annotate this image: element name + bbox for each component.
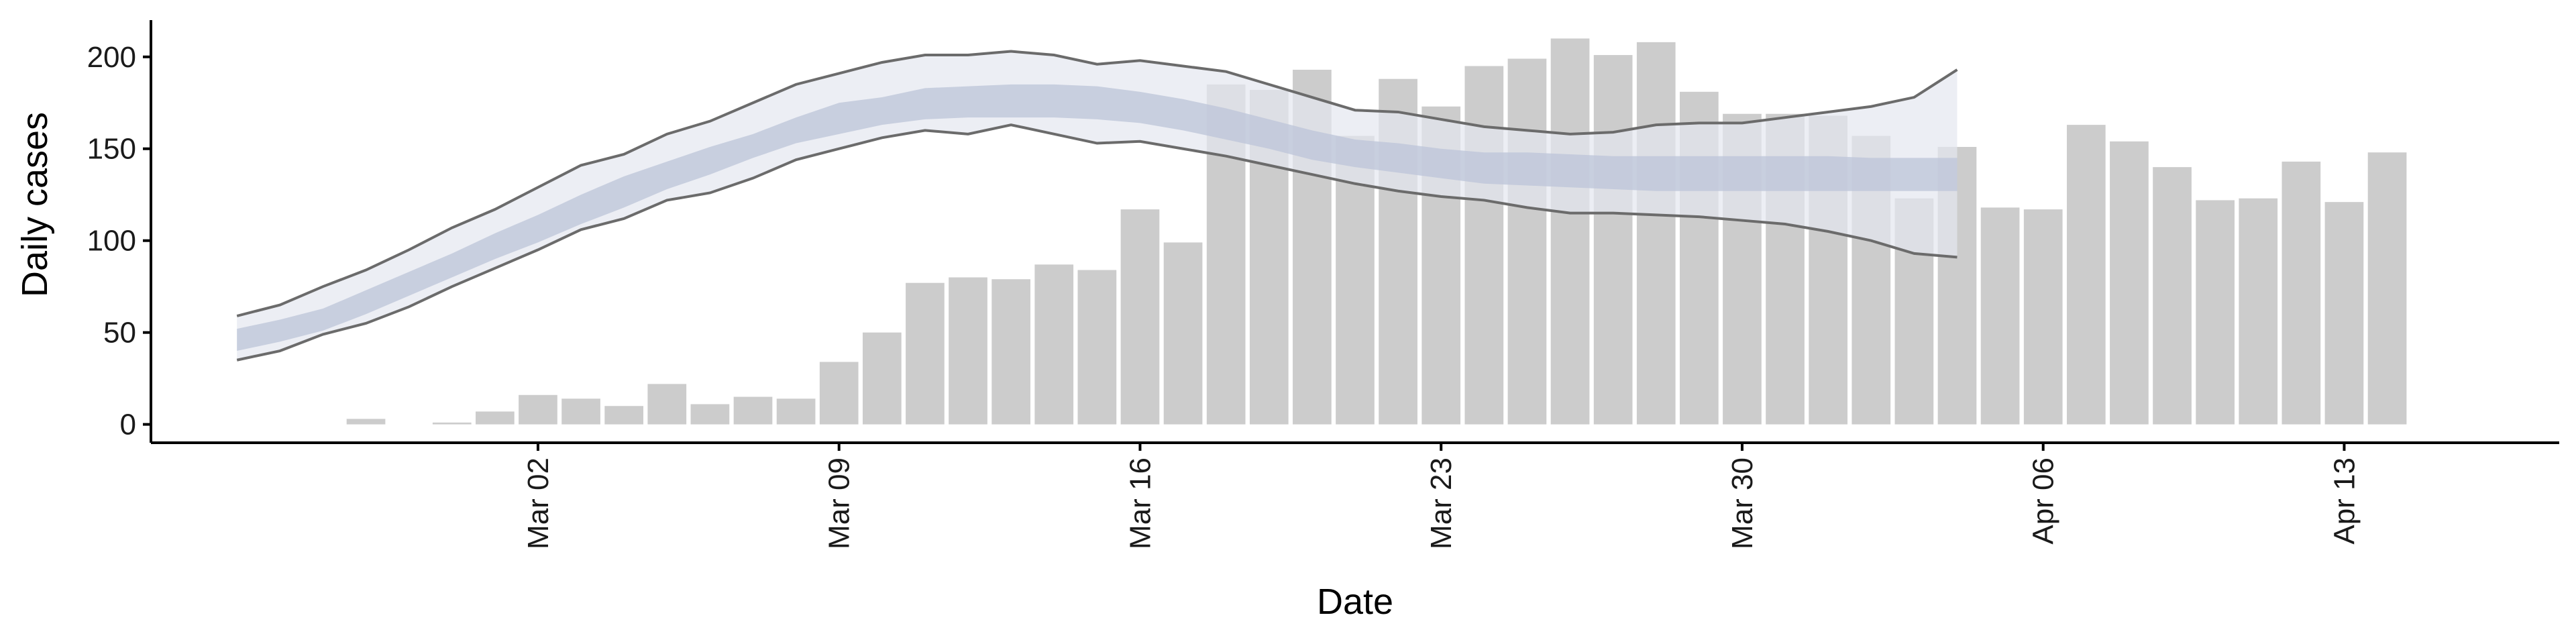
y-tick-label-0: 0 <box>120 409 136 441</box>
bar-2020-03-06 <box>690 404 730 425</box>
bar-2020-03-07 <box>733 396 773 425</box>
bar-2020-03-14 <box>1034 264 1074 425</box>
x-tick-label-2020-03-30: Mar 30 <box>1726 458 1759 549</box>
bar-2020-03-09 <box>819 362 859 425</box>
y-axis-title: Daily cases <box>15 112 55 297</box>
bar-2020-04-12 <box>2282 161 2321 425</box>
bar-2020-03-16 <box>1120 209 1160 425</box>
x-tick-label-2020-03-23: Mar 23 <box>1425 458 1458 549</box>
bar-2020-03-27 <box>1593 55 1633 425</box>
bar-2020-04-13 <box>2324 202 2364 425</box>
x-tick-label-2020-03-02: Mar 02 <box>522 458 555 549</box>
bar-2020-03-13 <box>991 279 1030 425</box>
bar-2020-03-15 <box>1077 270 1117 425</box>
axes-layer: 0 50 100 150 200 Mar 02 Mar 09 Mar 16 Mar 23 Mar … <box>87 20 2559 549</box>
bar-2020-04-08 <box>2110 141 2149 425</box>
bar-2020-04-06 <box>2023 209 2063 425</box>
bar-2020-04-07 <box>2066 125 2106 425</box>
y-tick-label-200: 200 <box>87 41 136 74</box>
bar-2020-03-05 <box>647 384 687 425</box>
bar-2020-04-14 <box>2367 152 2407 425</box>
bar-2020-03-03 <box>561 398 600 425</box>
bar-2020-03-11 <box>906 282 945 425</box>
bars-layer <box>346 38 2407 425</box>
bar-2020-02-29 <box>432 422 472 425</box>
bar-2020-03-28 <box>1636 42 1676 425</box>
bar-2020-03-24 <box>1464 66 1504 425</box>
bar-2020-03-12 <box>949 277 987 425</box>
x-axis-title: Date <box>1317 582 1393 622</box>
lower-bound-line <box>236 123 1957 362</box>
x-tick-label-2020-03-09: Mar 09 <box>823 458 856 549</box>
bar-2020-03-04 <box>604 406 644 425</box>
bar-2020-04-11 <box>2239 198 2278 425</box>
y-tick-label-100: 100 <box>87 225 136 258</box>
bar-2020-04-10 <box>2196 200 2235 425</box>
bar-2020-03-02 <box>519 394 557 425</box>
bar-2020-04-05 <box>1980 207 2020 425</box>
x-tick-label-2020-03-16: Mar 16 <box>1124 458 1157 549</box>
bar-2020-03-17 <box>1163 242 1203 425</box>
inner-interval-band <box>237 84 1957 352</box>
upper-bound-line <box>236 50 1958 317</box>
x-tick-label-2020-04-06: Apr 06 <box>2027 458 2060 545</box>
bar-2020-03-25 <box>1507 58 1547 425</box>
y-tick-label-50: 50 <box>103 317 136 350</box>
bar-2020-03-10 <box>862 332 902 425</box>
bar-2020-03-26 <box>1550 38 1590 425</box>
x-tick-label-2020-04-13: Apr 13 <box>2328 458 2361 545</box>
y-tick-label-150: 150 <box>87 133 136 166</box>
forecast-layer <box>236 50 1958 362</box>
bar-2020-03-08 <box>776 398 816 425</box>
bar-2020-02-27 <box>346 419 386 425</box>
bar-2020-04-09 <box>2153 167 2192 425</box>
bar-2020-03-01 <box>476 411 515 425</box>
